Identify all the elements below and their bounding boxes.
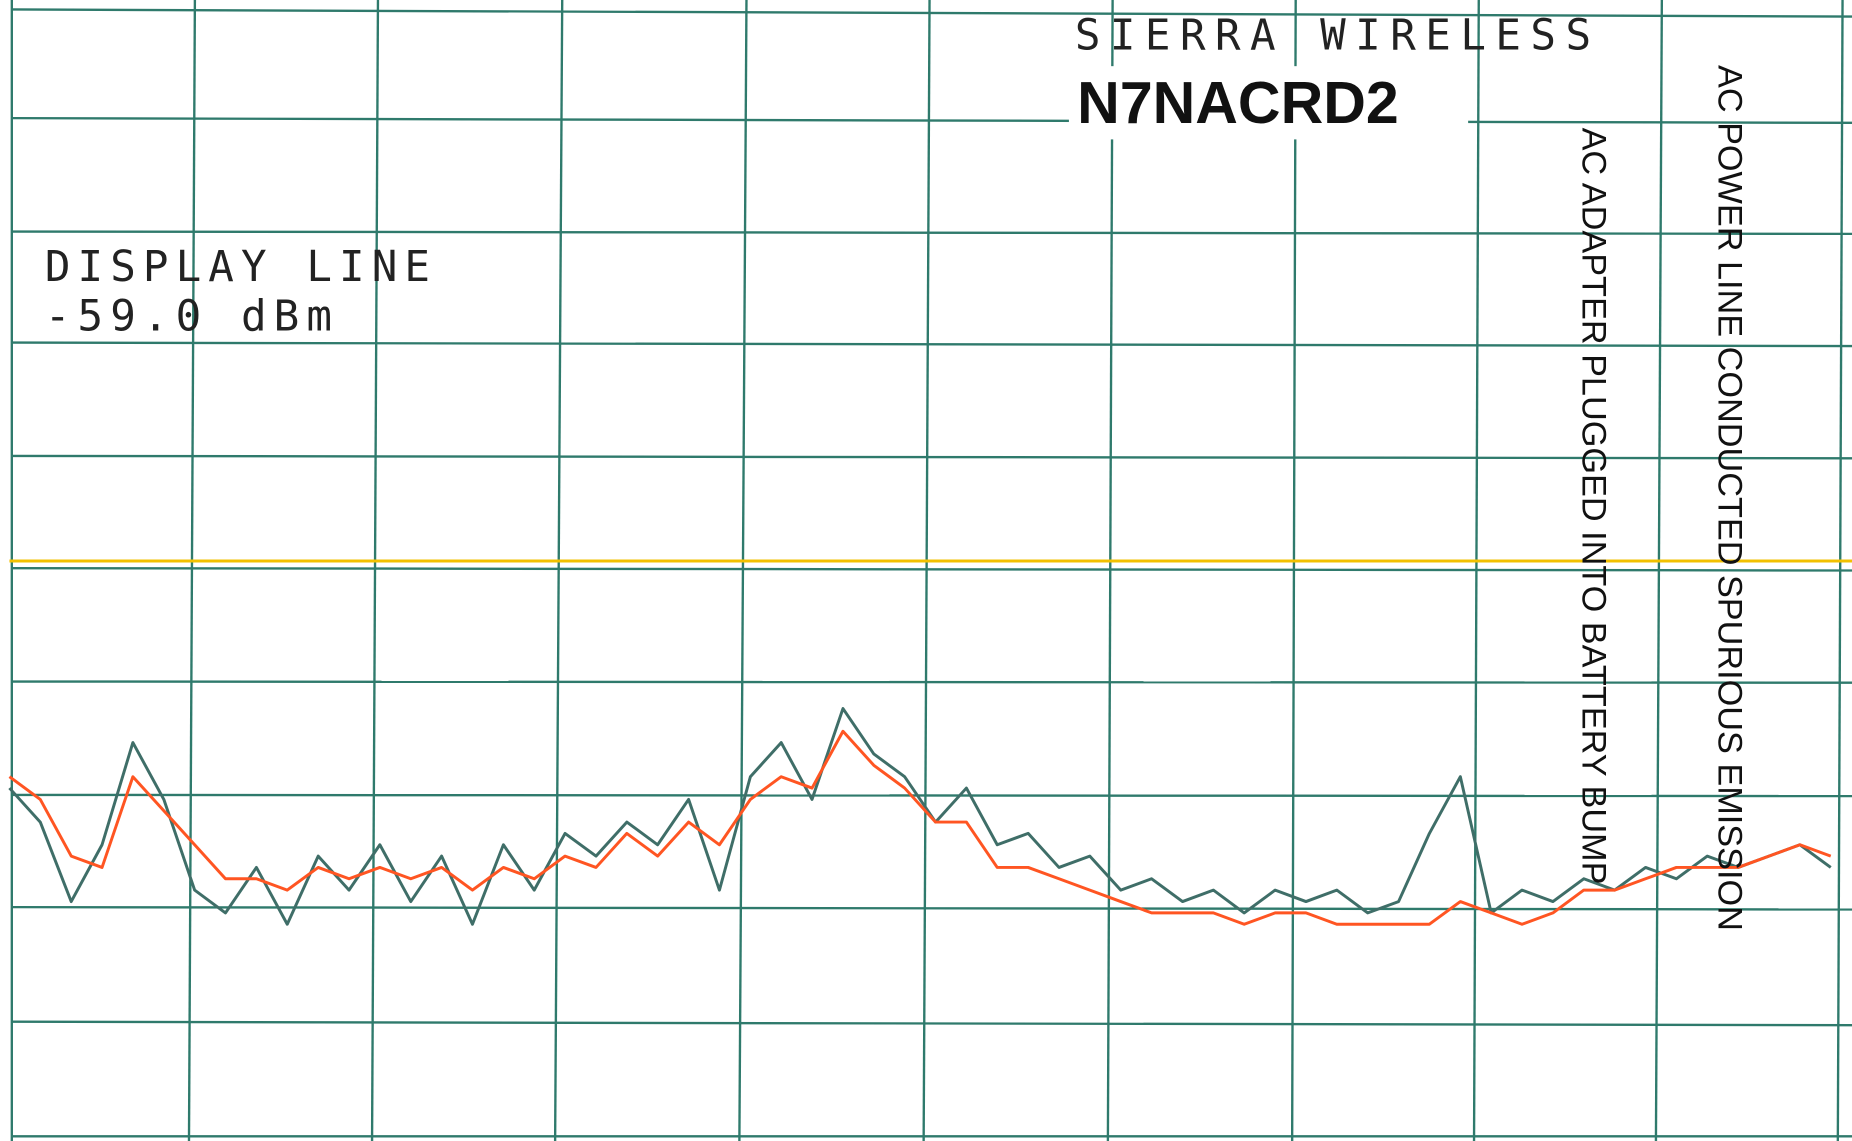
header: SIERRA WIRELESS [1075, 12, 1601, 61]
display-line-title: DISPLAY LINE [45, 243, 437, 292]
trace [8, 707, 1832, 926]
chart-title: N7NACRD2 [1077, 70, 1399, 136]
title-background [1068, 66, 1469, 140]
display-line-label: -59.0 dBm [45, 293, 339, 342]
annotation: AC ADAPTER PLUGGED INTO BATTERY BUMP [1575, 128, 1613, 885]
trace [8, 729, 1832, 926]
annotation: AC POWER LINE CONDUCTED SPURIOUS EMISSIO… [1711, 65, 1749, 931]
grid [10, 0, 1852, 1141]
